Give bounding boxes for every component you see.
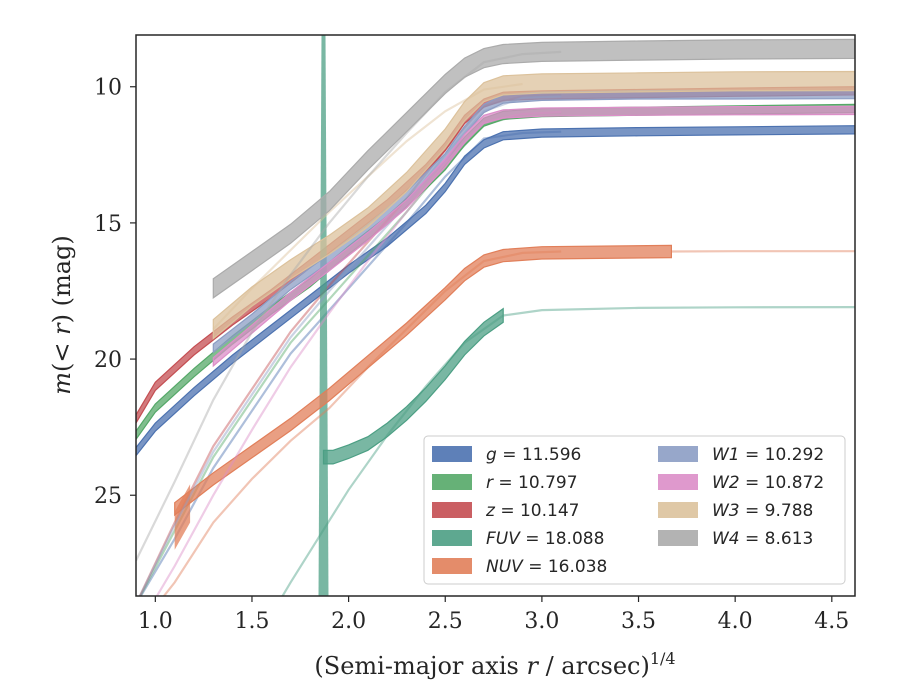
series-w2-band [212,105,855,368]
y-tick-label: 10 [94,76,122,101]
y-tick-label: 20 [94,348,122,373]
legend-swatch [432,446,472,462]
x-tick-label: 3.0 [524,609,559,634]
legend-label: W2 = 10.872 [712,473,824,493]
legend-item-fuv: FUV = 18.088 [432,529,604,549]
x-tick-label: 2.5 [428,609,463,634]
legend-item-w3: W3 = 9.788 [658,501,813,521]
legend-swatch [658,474,698,490]
legend-label: g = 11.596 [486,445,581,465]
x-tick-label: 1.5 [234,609,269,634]
legend-swatch [432,502,472,518]
y-tick-label: 25 [94,484,122,509]
legend-swatch [432,530,472,546]
series-nuv-band-start [174,484,191,550]
legend-label: z = 10.147 [485,501,579,521]
series-w2 [155,105,855,596]
series-fuv-spike [318,35,329,596]
x-tick-label: 1.0 [138,609,173,634]
legend-item-z: z = 10.147 [432,501,579,521]
series-fuv [281,35,855,596]
x-axis-label: (Semi-major axis r / arcsec)1/4 [314,649,675,680]
plot-frame [135,34,856,597]
x-tick-label: 3.5 [621,609,656,634]
legend-item-w2: W2 = 10.872 [658,473,824,493]
legend-item-nuv: NUV = 16.038 [432,557,607,577]
series-fuv-faint-curve [503,306,855,317]
legend-item-w4: W4 = 8.613 [658,529,813,549]
legend-label: W3 = 9.788 [712,501,813,521]
legend-label: FUV = 18.088 [486,529,604,549]
legend-swatch [432,558,472,574]
legend-swatch [658,530,698,546]
x-tick-label: 4.0 [718,609,753,634]
legend-label: NUV = 16.038 [486,557,607,577]
series-w3-band [212,70,855,340]
x-tick-label: 4.5 [814,609,849,634]
legend-label: W1 = 10.292 [712,445,824,465]
series-fuv-band [322,307,504,465]
series-nuv-band [174,244,672,517]
legend-item-g: g = 11.596 [432,445,581,465]
legend-swatch [658,446,698,462]
legend-label: r = 10.797 [486,473,578,493]
series-nuv [162,244,855,596]
legend-label: W4 = 8.613 [712,529,813,549]
series-g-band [136,125,855,457]
series-w3 [212,70,855,340]
y-tick-label: 15 [94,212,122,237]
series-w4-band [212,38,855,299]
legend-item-r: r = 10.797 [432,473,578,493]
x-tick-label: 2.0 [331,609,366,634]
y-axis-label: m(< r) (mag) [48,235,76,395]
series-layer [136,35,855,596]
ticks-layer: 1.0 1.5 2.0 2.5 3.0 3.5 4.0 4.5 10 15 20 25 [94,76,849,634]
legend: g = 11.596 r = 10.797 z = 10.147 FUV = 18.0… [423,435,846,585]
legend-item-w1: W1 = 10.292 [658,445,824,465]
legend-swatch [658,502,698,518]
series-w4 [136,38,855,562]
legend-swatch [432,474,472,490]
legend-box [423,435,846,585]
